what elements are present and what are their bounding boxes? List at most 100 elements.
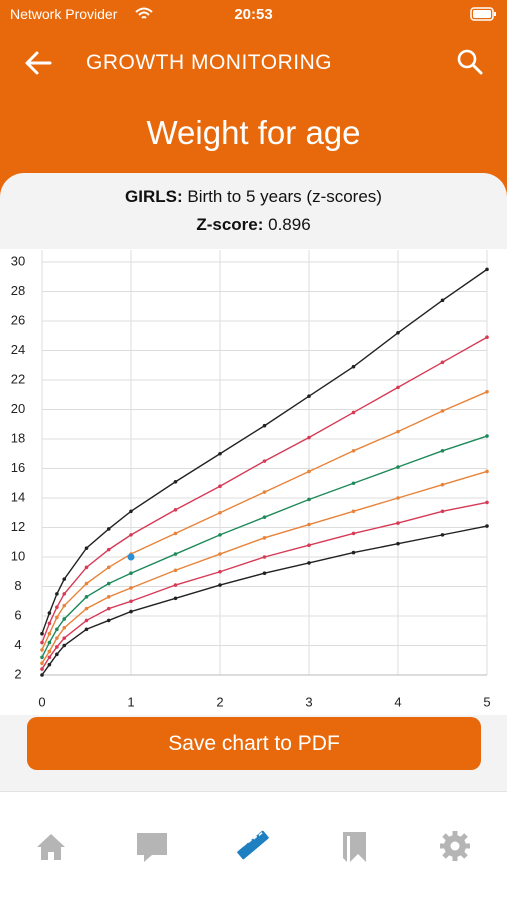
data-point <box>440 449 445 453</box>
range-text: Birth to 5 years (z-scores) <box>187 187 382 206</box>
data-point <box>106 547 111 552</box>
data-point <box>62 592 67 596</box>
data-point <box>262 423 267 428</box>
data-point <box>129 609 133 614</box>
data-point <box>84 618 89 623</box>
data-point <box>55 605 59 609</box>
y-tick-label: 28 <box>11 283 25 298</box>
data-point <box>307 435 311 440</box>
page-title: Weight for age <box>146 114 361 151</box>
data-point <box>40 667 44 671</box>
data-point <box>396 385 400 390</box>
search-button[interactable] <box>456 48 484 76</box>
data-point <box>485 500 489 505</box>
tab-bar <box>0 791 507 901</box>
data-point <box>307 522 311 527</box>
child-measurement <box>127 553 135 561</box>
data-point <box>351 509 356 514</box>
back-button[interactable] <box>24 50 52 76</box>
chart-tab[interactable] <box>237 830 269 860</box>
x-tick-label: 4 <box>394 694 401 709</box>
y-tick-label: 24 <box>11 342 25 357</box>
carrier: Network Provider <box>10 6 118 22</box>
data-point <box>262 459 267 463</box>
data-point <box>106 595 111 599</box>
x-tick-label: 0 <box>38 694 45 709</box>
data-point <box>47 631 52 636</box>
data-point <box>485 267 489 272</box>
settings-tab[interactable] <box>440 831 470 861</box>
data-point <box>129 533 133 537</box>
data-point <box>62 636 67 640</box>
battery-icon <box>470 7 496 21</box>
header: Network Provider 20:53 GROWTH MONITORING… <box>0 0 507 200</box>
x-tick-label: 1 <box>127 694 134 709</box>
data-point <box>129 599 133 604</box>
home-tab[interactable] <box>37 834 65 860</box>
data-point <box>485 524 489 528</box>
clock: 20:53 <box>234 6 273 23</box>
data-point <box>106 581 111 586</box>
data-point <box>396 429 400 434</box>
data-point <box>307 561 311 565</box>
data-point <box>129 586 133 590</box>
data-point <box>40 655 44 660</box>
data-point <box>173 568 178 573</box>
data-point <box>62 626 67 630</box>
data-point <box>351 481 356 486</box>
zscore-line: Z-score: 0.896 <box>0 215 507 235</box>
data-point <box>218 569 222 574</box>
y-tick-label: 16 <box>11 460 25 475</box>
data-point <box>218 451 222 456</box>
data-point <box>84 581 89 586</box>
wifi-icon <box>135 7 153 19</box>
data-point <box>262 555 267 559</box>
y-tick-label: 26 <box>11 312 25 327</box>
data-point <box>262 515 267 519</box>
zscore-value: 0.896 <box>268 215 311 234</box>
data-point <box>262 571 267 576</box>
data-point <box>47 621 52 626</box>
data-point <box>55 652 59 657</box>
data-point <box>47 640 52 645</box>
data-point <box>396 465 400 469</box>
data-point <box>396 541 400 546</box>
y-tick-label: 6 <box>14 607 21 622</box>
x-tick-label: 2 <box>216 694 223 709</box>
data-point <box>351 364 356 369</box>
data-point <box>62 577 67 581</box>
data-point <box>351 550 356 555</box>
info-line: GIRLS: Birth to 5 years (z-scores) <box>0 187 507 207</box>
data-point <box>40 673 44 677</box>
y-tick-label: 8 <box>14 578 21 593</box>
data-point <box>262 490 267 494</box>
data-point <box>351 410 356 415</box>
data-point <box>218 484 222 488</box>
data-point <box>440 298 445 303</box>
save-pdf-button[interactable]: Save chart to PDF <box>27 717 481 770</box>
data-point <box>262 536 267 540</box>
zscore-label: Z-score: <box>196 215 264 234</box>
x-tick-label: 3 <box>305 694 312 709</box>
y-tick-label: 4 <box>14 637 21 652</box>
data-point <box>396 521 400 525</box>
data-point <box>173 479 178 484</box>
chat-tab[interactable] <box>137 833 167 862</box>
data-point <box>485 469 489 474</box>
data-point <box>55 615 59 620</box>
group-label: GIRLS: <box>125 187 183 206</box>
data-point <box>396 331 400 335</box>
data-point <box>440 533 445 537</box>
data-point <box>173 583 178 587</box>
data-point <box>84 627 89 632</box>
data-point <box>440 409 445 413</box>
data-point <box>84 595 89 599</box>
data-point <box>55 627 59 632</box>
data-point <box>218 583 222 587</box>
bookmark-tab[interactable] <box>343 832 366 862</box>
data-point <box>40 661 44 665</box>
data-point <box>173 596 178 601</box>
y-tick-label: 14 <box>11 489 25 504</box>
